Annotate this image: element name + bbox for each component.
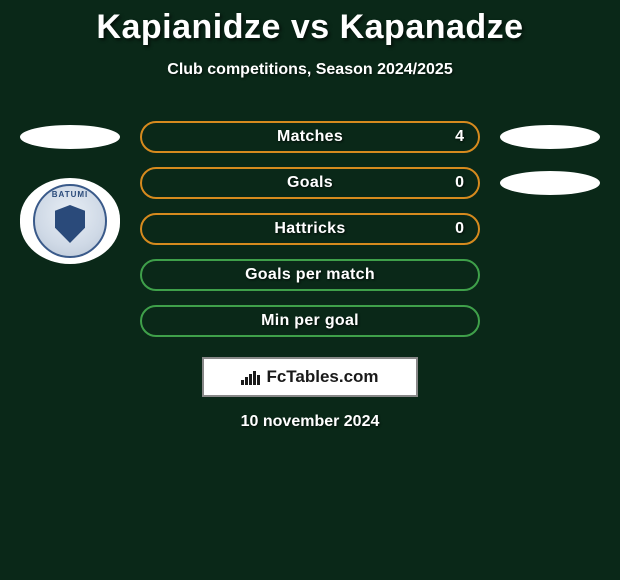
right-slot-empty — [500, 263, 600, 287]
stat-value: 0 — [455, 220, 464, 238]
stat-row: Min per goal — [0, 305, 620, 337]
stat-value: 4 — [455, 128, 464, 146]
stat-label: Goals — [287, 174, 333, 192]
right-slot-empty — [500, 217, 600, 241]
stat-row: Matches 4 — [0, 121, 620, 153]
stat-row: Hattricks 0 — [0, 213, 620, 245]
right-oval — [500, 125, 600, 149]
bar-chart-icon — [241, 369, 260, 385]
stat-label: Matches — [277, 128, 343, 146]
stat-label: Min per goal — [261, 312, 359, 330]
left-oval — [20, 125, 120, 149]
branding-box: FcTables.com — [202, 357, 418, 397]
stats-list: Matches 4 Goals 0 Hattricks 0 Goals per match M… — [0, 121, 620, 337]
comparison-card: Kapianidze vs Kapanadze Club competition… — [0, 0, 620, 431]
left-slot-empty — [20, 263, 120, 287]
stat-bar: Min per goal — [140, 305, 480, 337]
stat-bar: Goals 0 — [140, 167, 480, 199]
stat-row: Goals 0 — [0, 167, 620, 199]
footer-date: 10 november 2024 — [0, 413, 620, 431]
stat-bar: Matches 4 — [140, 121, 480, 153]
right-slot-empty — [500, 309, 600, 333]
stat-row: Goals per match — [0, 259, 620, 291]
page-title: Kapianidze vs Kapanadze — [0, 8, 620, 47]
stat-bar: Hattricks 0 — [140, 213, 480, 245]
branding-text: FcTables.com — [266, 367, 378, 387]
left-slot-empty — [20, 171, 120, 195]
right-oval — [500, 171, 600, 195]
left-slot-empty — [20, 309, 120, 333]
stat-bar: Goals per match — [140, 259, 480, 291]
page-subtitle: Club competitions, Season 2024/2025 — [0, 61, 620, 79]
left-slot-empty — [20, 217, 120, 241]
stat-label: Hattricks — [274, 220, 345, 238]
stat-value: 0 — [455, 174, 464, 192]
stat-label: Goals per match — [245, 266, 375, 284]
